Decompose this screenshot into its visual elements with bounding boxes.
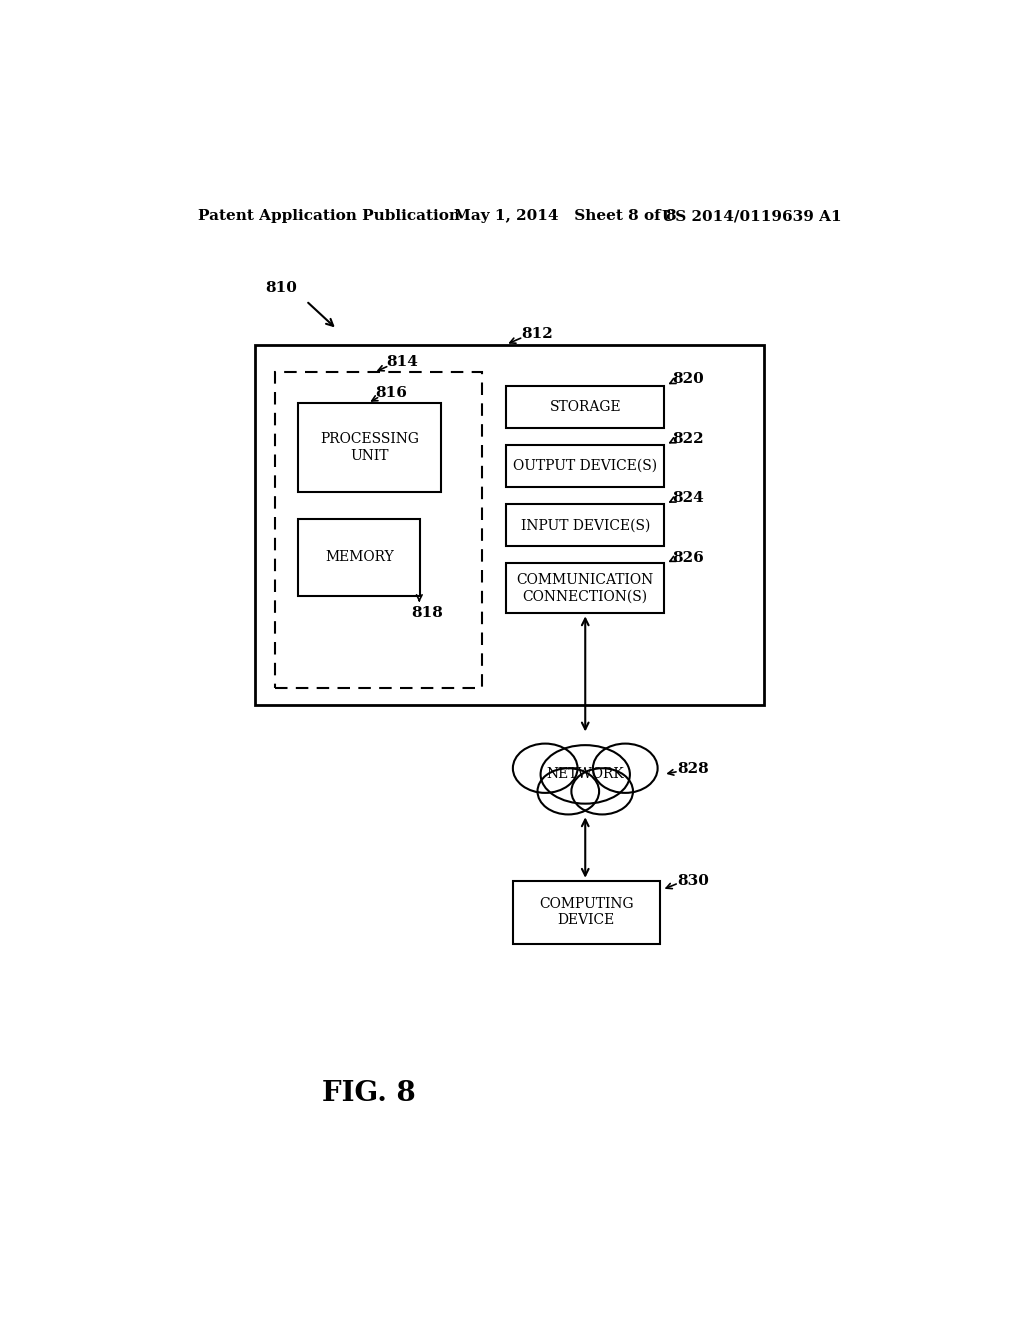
Bar (298, 404, 441, 492)
Bar (298, 519, 420, 595)
Text: 818: 818 (412, 606, 443, 619)
Bar (255, 345, 764, 705)
Text: 822: 822 (672, 432, 703, 446)
Text: 828: 828 (677, 762, 709, 776)
Ellipse shape (593, 743, 657, 793)
Text: OUTPUT DEVICE(S): OUTPUT DEVICE(S) (513, 459, 657, 473)
Text: 824: 824 (672, 491, 703, 506)
Text: US 2014/0119639 A1: US 2014/0119639 A1 (662, 209, 842, 223)
Text: INPUT DEVICE(S): INPUT DEVICE(S) (520, 519, 650, 532)
Text: MEMORY: MEMORY (325, 550, 393, 564)
Text: 820: 820 (672, 372, 703, 387)
Text: COMPUTING
DEVICE: COMPUTING DEVICE (539, 898, 634, 928)
Ellipse shape (513, 743, 578, 793)
Bar (513, 880, 659, 944)
Bar (275, 372, 481, 688)
Text: STORAGE: STORAGE (550, 400, 622, 413)
Text: NETWORK: NETWORK (547, 767, 624, 781)
Text: 826: 826 (672, 550, 703, 565)
Text: May 1, 2014   Sheet 8 of 8: May 1, 2014 Sheet 8 of 8 (454, 209, 677, 223)
Bar (506, 445, 665, 487)
Text: 814: 814 (386, 355, 418, 368)
Bar (506, 564, 665, 614)
Text: 816: 816 (376, 387, 408, 400)
Text: 810: 810 (265, 281, 297, 294)
Text: 812: 812 (521, 327, 553, 341)
Text: 830: 830 (677, 874, 710, 887)
Ellipse shape (538, 768, 599, 814)
Text: PROCESSING
UNIT: PROCESSING UNIT (321, 433, 419, 462)
Text: COMMUNICATION
CONNECTION(S): COMMUNICATION CONNECTION(S) (517, 573, 654, 603)
Bar (506, 385, 665, 428)
Ellipse shape (541, 744, 630, 804)
Text: Patent Application Publication: Patent Application Publication (199, 209, 461, 223)
Text: FIG. 8: FIG. 8 (323, 1081, 416, 1107)
Ellipse shape (571, 768, 633, 814)
Bar (506, 504, 665, 546)
